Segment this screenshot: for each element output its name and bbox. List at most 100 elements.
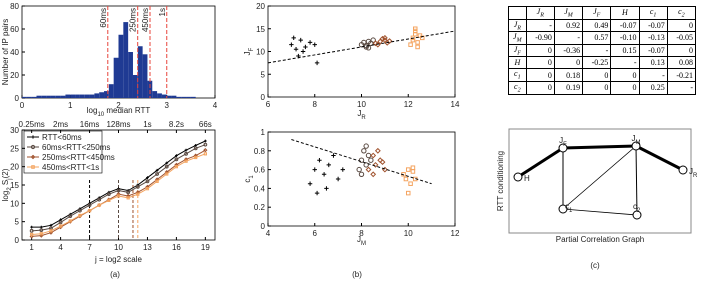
y-tick-label: 30 — [10, 126, 19, 135]
label-part: J — [513, 32, 517, 42]
bar — [46, 95, 51, 98]
y-axis-label-part: log — [1, 191, 10, 202]
marker — [410, 165, 416, 170]
label-part: c — [514, 81, 518, 91]
table-cell: c1 — [508, 68, 527, 82]
table-cell: JM — [553, 6, 584, 20]
node-label: c1 — [565, 202, 573, 214]
table-cell: 0.08 — [666, 56, 697, 70]
graph-node — [513, 172, 523, 182]
marker — [97, 197, 102, 202]
edge — [517, 146, 564, 179]
x-axis-label: log10 median RTT — [87, 106, 151, 118]
graph-node — [558, 204, 568, 214]
x-axis-label-part: J — [357, 109, 361, 118]
x-tick-label: 2 — [116, 101, 121, 110]
y-tick-label: 0.2 — [254, 203, 266, 212]
plot-frame — [267, 5, 456, 98]
y-axis-label-part: S — [1, 180, 10, 188]
marker — [30, 232, 34, 237]
x-tick-label: 12 — [451, 229, 460, 238]
table-cell: 0 — [525, 56, 555, 70]
label-part: M — [567, 12, 573, 19]
x-tick-label: 12 — [404, 100, 413, 109]
marker — [136, 192, 140, 196]
x-axis-label-part: J — [357, 235, 361, 244]
table-cell: 0 — [610, 68, 640, 82]
bar — [50, 95, 56, 98]
label-part: R — [540, 12, 544, 19]
x-tick-label: 4 — [266, 229, 271, 238]
marker — [107, 198, 111, 203]
marker — [193, 146, 198, 151]
marker — [368, 157, 374, 163]
table-cell: 0 — [582, 80, 612, 95]
caption: (a) — [110, 270, 120, 279]
y-axis-label-part: c — [243, 179, 252, 183]
marker — [203, 142, 208, 147]
marker — [291, 35, 296, 41]
table-row: JF 0 -0.36-0.15 -0.07 0 — [508, 43, 697, 58]
legend-label: 450ms<RTT<1s — [42, 163, 99, 172]
table-row: c1 0 0.18 0 0- -0.21 — [508, 68, 697, 82]
marker — [312, 42, 317, 47]
x-tick-label: 4 — [213, 101, 218, 110]
table-cell: - — [610, 56, 640, 70]
x-tick-label: 1 — [29, 243, 34, 252]
bar — [26, 96, 32, 98]
marker — [31, 135, 35, 139]
label-part: 1 — [653, 12, 657, 19]
marker — [184, 151, 188, 156]
edge — [562, 144, 637, 150]
x-tick-label: 14 — [451, 100, 460, 109]
marker — [420, 35, 425, 41]
table-cell: - — [582, 43, 612, 58]
y-tick-label: 5 — [261, 70, 266, 79]
marker — [203, 139, 207, 143]
table-cell: 0 — [553, 56, 584, 70]
marker — [324, 186, 329, 191]
table-cell: - — [666, 80, 697, 95]
label-part: F — [517, 50, 521, 57]
x-axis-label-part: median RTT — [104, 106, 150, 115]
table-cell: 0.18 — [553, 68, 584, 82]
node-label-part: J — [689, 167, 693, 176]
node-label: H — [524, 174, 530, 183]
bar — [70, 94, 76, 98]
marker — [314, 60, 320, 66]
legend-label: 250ms<RTT<450ms — [42, 153, 115, 162]
table-cell: -0.10 — [610, 31, 640, 45]
x-tick-label: 10 — [357, 100, 366, 109]
marker — [145, 187, 150, 191]
x-axis-label: JM — [357, 235, 366, 247]
table-cell: JF — [508, 43, 527, 58]
marker — [30, 154, 36, 160]
graph-node — [632, 210, 642, 220]
marker — [335, 176, 341, 182]
marker — [203, 152, 207, 156]
y-axis-label-part: 1 — [249, 175, 255, 179]
table-cell: -0.21 — [666, 68, 697, 82]
x2-tick-label: 66s — [199, 120, 212, 129]
node-label: c2 — [633, 202, 641, 214]
label-part: c — [649, 7, 654, 16]
table-cell: 0.19 — [553, 80, 584, 95]
marker — [408, 42, 413, 47]
marker — [340, 167, 345, 172]
y-tick-label: 5 — [15, 218, 20, 227]
marker — [363, 143, 369, 149]
y-tick-label: 80 — [10, 2, 19, 11]
y-axis-label-part: j — [7, 178, 13, 180]
table-row: c2 0 0.19 0 0 0.25- — [508, 80, 697, 95]
marker — [49, 229, 53, 233]
marker — [386, 38, 393, 44]
bar — [147, 80, 153, 98]
y-tick-label: 60 — [10, 25, 19, 34]
table-cell: - — [553, 31, 584, 45]
marker — [365, 152, 372, 159]
y-tick-label: 15 — [10, 181, 19, 190]
trend-line — [267, 30, 456, 64]
x-tick-label: 0 — [20, 101, 25, 110]
plot-frame — [267, 131, 456, 227]
x-axis-label: j = log2 scale — [94, 255, 142, 264]
